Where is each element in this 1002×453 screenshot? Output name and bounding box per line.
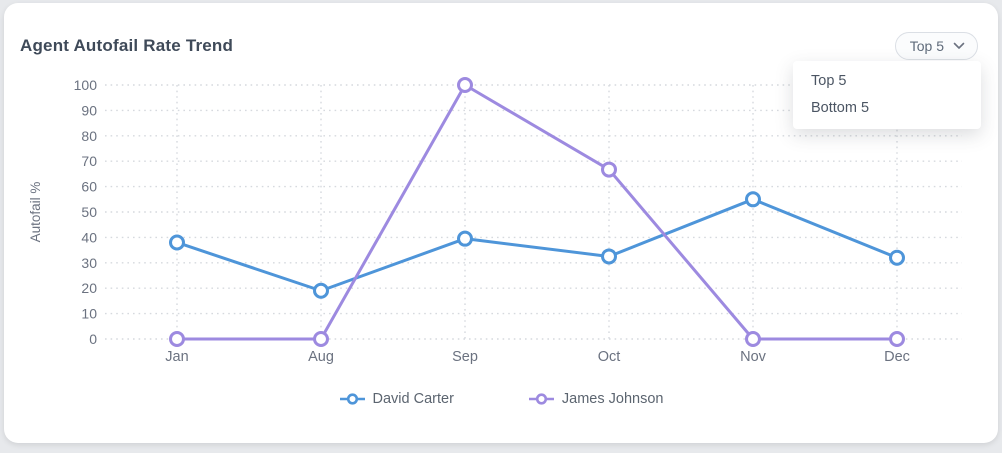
chevron-down-icon (953, 42, 965, 50)
svg-text:70: 70 (81, 153, 97, 169)
legend-label: James Johnson (561, 391, 664, 407)
chart-card: Agent Autofail Rate Trend 0 10 20 30 40 50 60 7… (4, 3, 998, 443)
top-bottom-filter-dropdown[interactable]: Top 5 (894, 32, 978, 60)
legend-label: David Carter (372, 391, 454, 407)
svg-text:Nov: Nov (740, 349, 767, 365)
svg-text:100: 100 (74, 77, 98, 93)
svg-text:50: 50 (81, 204, 97, 220)
line-marker-icon (339, 393, 365, 405)
legend-item-david-carter[interactable]: David Carter (339, 391, 454, 407)
svg-text:Jan: Jan (165, 349, 188, 365)
svg-text:90: 90 (81, 102, 97, 118)
dropdown-option-top-5[interactable]: Top 5 (811, 73, 847, 89)
trend-chart: 0 10 20 30 40 50 60 70 80 90 100 Jan Aug Sep Oct Nov Dec… (28, 77, 962, 365)
svg-text:Autofail %: Autofail % (28, 182, 43, 243)
svg-text:80: 80 (81, 128, 97, 144)
dropdown-option-bottom-5[interactable]: Bottom 5 (811, 100, 870, 116)
legend-item-james-johnson[interactable]: James Johnson (528, 391, 664, 407)
svg-text:Dec: Dec (884, 349, 910, 365)
svg-text:Sep: Sep (452, 349, 478, 365)
svg-text:0: 0 (89, 331, 97, 347)
svg-text:Oct: Oct (598, 349, 621, 365)
dropdown-selected-label: Top 5 (909, 38, 944, 54)
svg-text:60: 60 (81, 179, 97, 195)
svg-text:40: 40 (81, 229, 97, 245)
svg-text:30: 30 (81, 255, 97, 271)
svg-text:10: 10 (81, 306, 97, 322)
page-title: Agent Autofail Rate Trend (20, 36, 234, 55)
dropdown-menu: Top 5 Bottom 5 (793, 61, 981, 129)
svg-text:Aug: Aug (308, 349, 334, 365)
line-marker-icon (528, 393, 554, 405)
chart-legend: David Carter James Johnson (4, 391, 998, 407)
svg-text:20: 20 (81, 280, 97, 296)
